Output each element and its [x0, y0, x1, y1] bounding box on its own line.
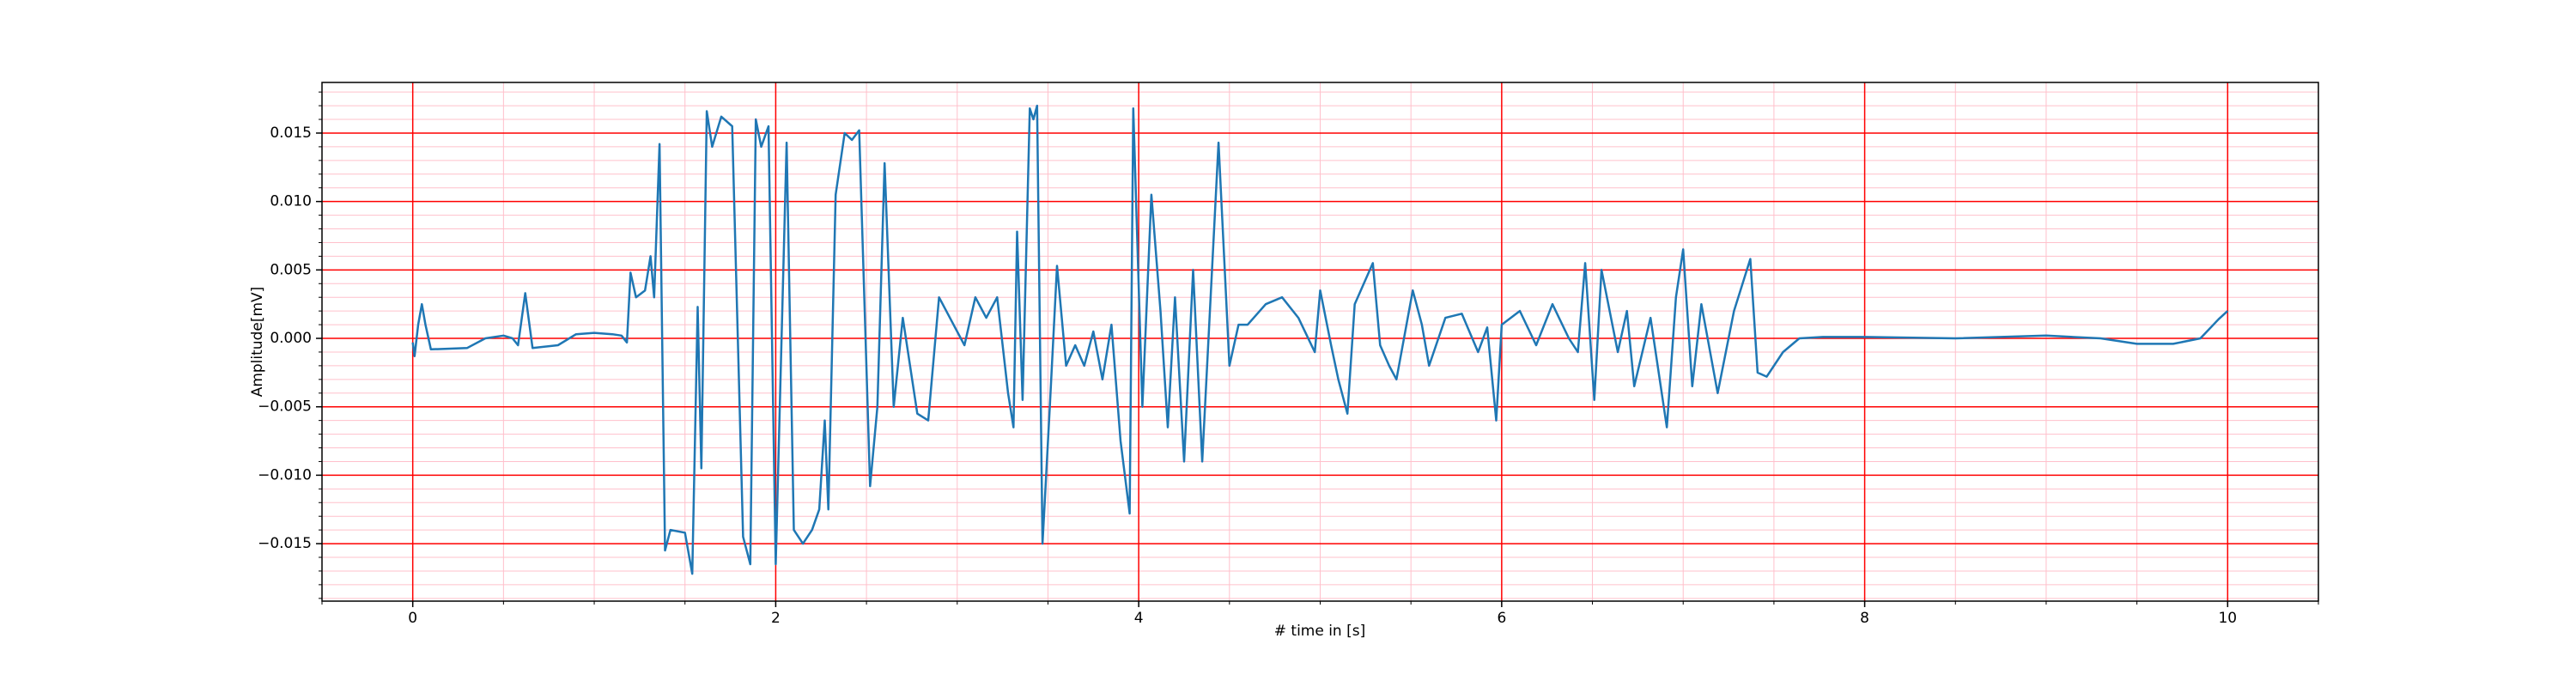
- y-tick-label: 0.015: [270, 125, 312, 142]
- x-tick-label: 2: [771, 610, 781, 627]
- y-tick-label: 0.005: [270, 261, 312, 278]
- y-tick-label: −0.015: [258, 535, 312, 552]
- y-tick-label: −0.005: [258, 398, 312, 416]
- y-tick-label: 0.000: [270, 330, 312, 347]
- y-tick-label: 0.010: [270, 193, 312, 210]
- x-tick-label: 6: [1497, 610, 1506, 627]
- x-tick-label: 0: [408, 610, 417, 627]
- data-line: [411, 104, 2229, 575]
- x-axis-label: # time in [s]: [1274, 623, 1365, 640]
- x-tick-label: 10: [2218, 610, 2237, 627]
- x-tick-label: 8: [1860, 610, 1869, 627]
- x-tick-label: 4: [1134, 610, 1144, 627]
- y-axis-label: Amplitude[mV]: [249, 287, 266, 398]
- plot-frame: [321, 82, 2319, 602]
- y-tick-label: −0.010: [258, 466, 312, 483]
